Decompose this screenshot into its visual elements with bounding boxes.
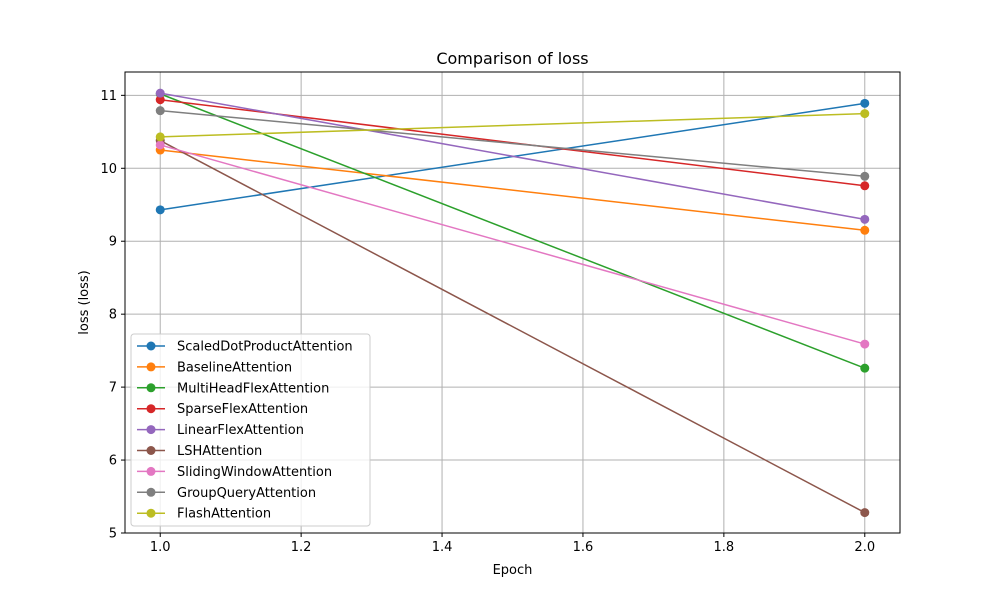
y-tick-label: 5: [109, 527, 117, 542]
x-tick-label: 1.2: [291, 540, 312, 555]
series-lines: [155, 88, 870, 518]
y-axis-label: loss (loss): [77, 270, 92, 335]
data-point: [860, 181, 870, 191]
legend-label: SparseFlexAttention: [177, 402, 308, 417]
legend-label: SlidingWindowAttention: [177, 465, 332, 480]
legend: ScaledDotProductAttention BaselineAttenti…: [130, 333, 371, 527]
data-point: [155, 140, 165, 150]
legend-marker: [146, 383, 156, 393]
data-point: [155, 205, 165, 215]
y-tick-label: 8: [109, 308, 117, 323]
data-point: [155, 106, 165, 116]
legend-marker: [146, 466, 156, 476]
data-point: [860, 363, 870, 373]
y-tick-label: 11: [100, 89, 117, 104]
legend-label: LinearFlexAttention: [177, 423, 304, 438]
x-tick-label: 1.6: [573, 540, 594, 555]
chart-title: Comparison of loss: [436, 49, 588, 68]
x-tick-label: 1.0: [150, 540, 171, 555]
y-tick-label: 10: [100, 162, 117, 177]
series-line: [159, 139, 866, 514]
data-point: [155, 88, 165, 98]
x-axis-label: Epoch: [493, 563, 533, 578]
legend-label: MultiHeadFlexAttention: [177, 381, 329, 396]
y-tick-label: 7: [109, 381, 117, 396]
data-point: [860, 171, 870, 181]
plot-area-frame: [124, 71, 901, 534]
series-line: [160, 149, 865, 232]
series-line: [160, 92, 865, 221]
x-tick-label: 1.8: [714, 540, 735, 555]
legend-marker: [146, 508, 156, 518]
legend-label: LSHAttention: [177, 444, 262, 459]
series-line: [159, 93, 866, 369]
data-point: [860, 214, 870, 224]
data-point: [155, 132, 165, 142]
legend-marker: [146, 404, 156, 414]
y-tick-label: 9: [109, 235, 117, 250]
legend-label: FlashAttention: [177, 507, 271, 522]
legend-marker: [146, 446, 156, 455]
legend-marker: [146, 362, 156, 372]
legend-marker: [146, 341, 156, 351]
data-point: [860, 225, 870, 235]
x-tick-label: 2.0: [854, 540, 875, 555]
x-tick-label: 1.4: [432, 540, 453, 555]
data-point: [155, 95, 165, 105]
axis-ticks: 1.0 1.2 1.4 1.6 1.8 2.0 5 6 7 8 9 10 11: [100, 89, 875, 555]
data-point: [860, 508, 870, 518]
legend-label: ScaledDotProductAttention: [177, 340, 353, 355]
series-line: [160, 112, 865, 138]
y-tick-label: 6: [109, 454, 117, 469]
series-line: [160, 144, 865, 345]
legend-label: GroupQueryAttention: [177, 486, 316, 501]
legend-label: BaselineAttention: [177, 360, 292, 375]
data-point: [860, 109, 870, 119]
legend-marker: [146, 487, 156, 497]
legend-box: [130, 333, 371, 527]
legend-marker: [146, 425, 156, 435]
series-line: [160, 109, 865, 178]
data-point: [860, 98, 870, 108]
data-point: [860, 339, 870, 349]
